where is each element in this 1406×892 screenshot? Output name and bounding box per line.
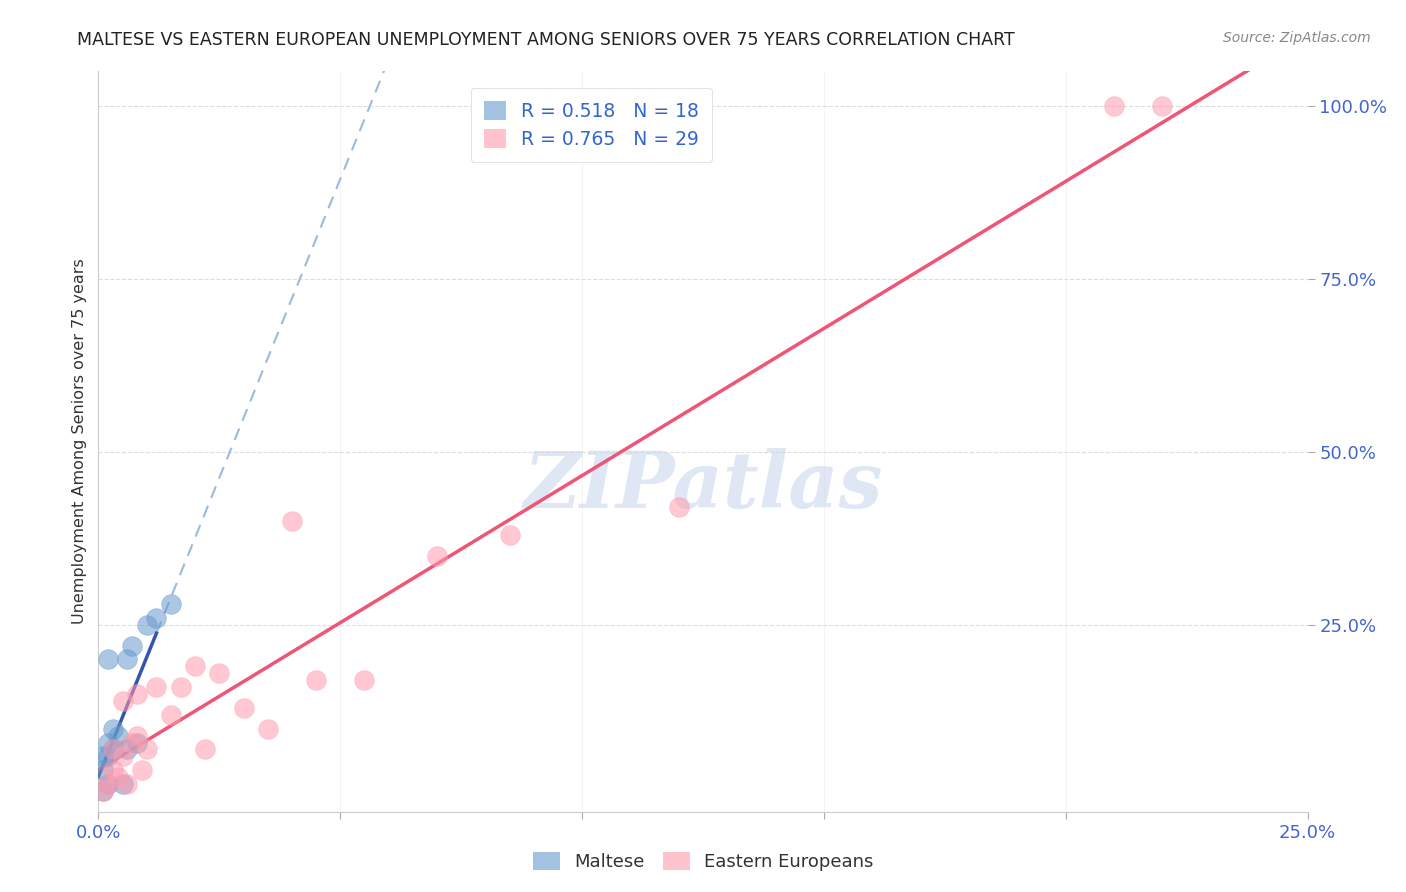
Point	[145, 611, 167, 625]
Point	[169, 680, 191, 694]
Point	[232, 701, 254, 715]
Point	[91, 784, 114, 798]
Point	[121, 639, 143, 653]
Point	[127, 729, 149, 743]
Point	[91, 784, 114, 798]
Point	[127, 687, 149, 701]
Point	[135, 742, 157, 756]
Point	[131, 763, 153, 777]
Text: ZIPatlas: ZIPatlas	[523, 448, 883, 524]
Point	[101, 722, 124, 736]
Point	[281, 514, 304, 528]
Point	[160, 707, 183, 722]
Point	[127, 735, 149, 749]
Point	[668, 500, 690, 515]
Point	[1152, 99, 1174, 113]
Point	[121, 735, 143, 749]
Point	[160, 597, 183, 611]
Point	[194, 742, 217, 756]
Point	[135, 618, 157, 632]
Point	[498, 528, 520, 542]
Point	[305, 673, 328, 688]
Point	[97, 749, 120, 764]
Point	[184, 659, 207, 673]
Y-axis label: Unemployment Among Seniors over 75 years: Unemployment Among Seniors over 75 years	[72, 259, 87, 624]
Point	[117, 652, 139, 666]
Point	[97, 735, 120, 749]
Point	[111, 694, 134, 708]
Point	[111, 777, 134, 791]
Point	[208, 666, 231, 681]
Point	[117, 742, 139, 756]
Legend: R = 0.518   N = 18, R = 0.765   N = 29: R = 0.518 N = 18, R = 0.765 N = 29	[471, 88, 713, 161]
Point	[91, 763, 114, 777]
Point	[426, 549, 449, 563]
Legend: Maltese, Eastern Europeans: Maltese, Eastern Europeans	[526, 845, 880, 879]
Point	[101, 742, 124, 756]
Point	[97, 777, 120, 791]
Point	[101, 742, 124, 756]
Text: MALTESE VS EASTERN EUROPEAN UNEMPLOYMENT AMONG SENIORS OVER 75 YEARS CORRELATION: MALTESE VS EASTERN EUROPEAN UNEMPLOYMENT…	[77, 31, 1015, 49]
Point	[97, 652, 120, 666]
Point	[97, 777, 120, 791]
Point	[117, 777, 139, 791]
Text: Source: ZipAtlas.com: Source: ZipAtlas.com	[1223, 31, 1371, 45]
Point	[353, 673, 375, 688]
Point	[111, 749, 134, 764]
Point	[256, 722, 278, 736]
Point	[107, 729, 129, 743]
Point	[101, 763, 124, 777]
Point	[107, 770, 129, 784]
Point	[91, 749, 114, 764]
Point	[145, 680, 167, 694]
Point	[1102, 99, 1125, 113]
